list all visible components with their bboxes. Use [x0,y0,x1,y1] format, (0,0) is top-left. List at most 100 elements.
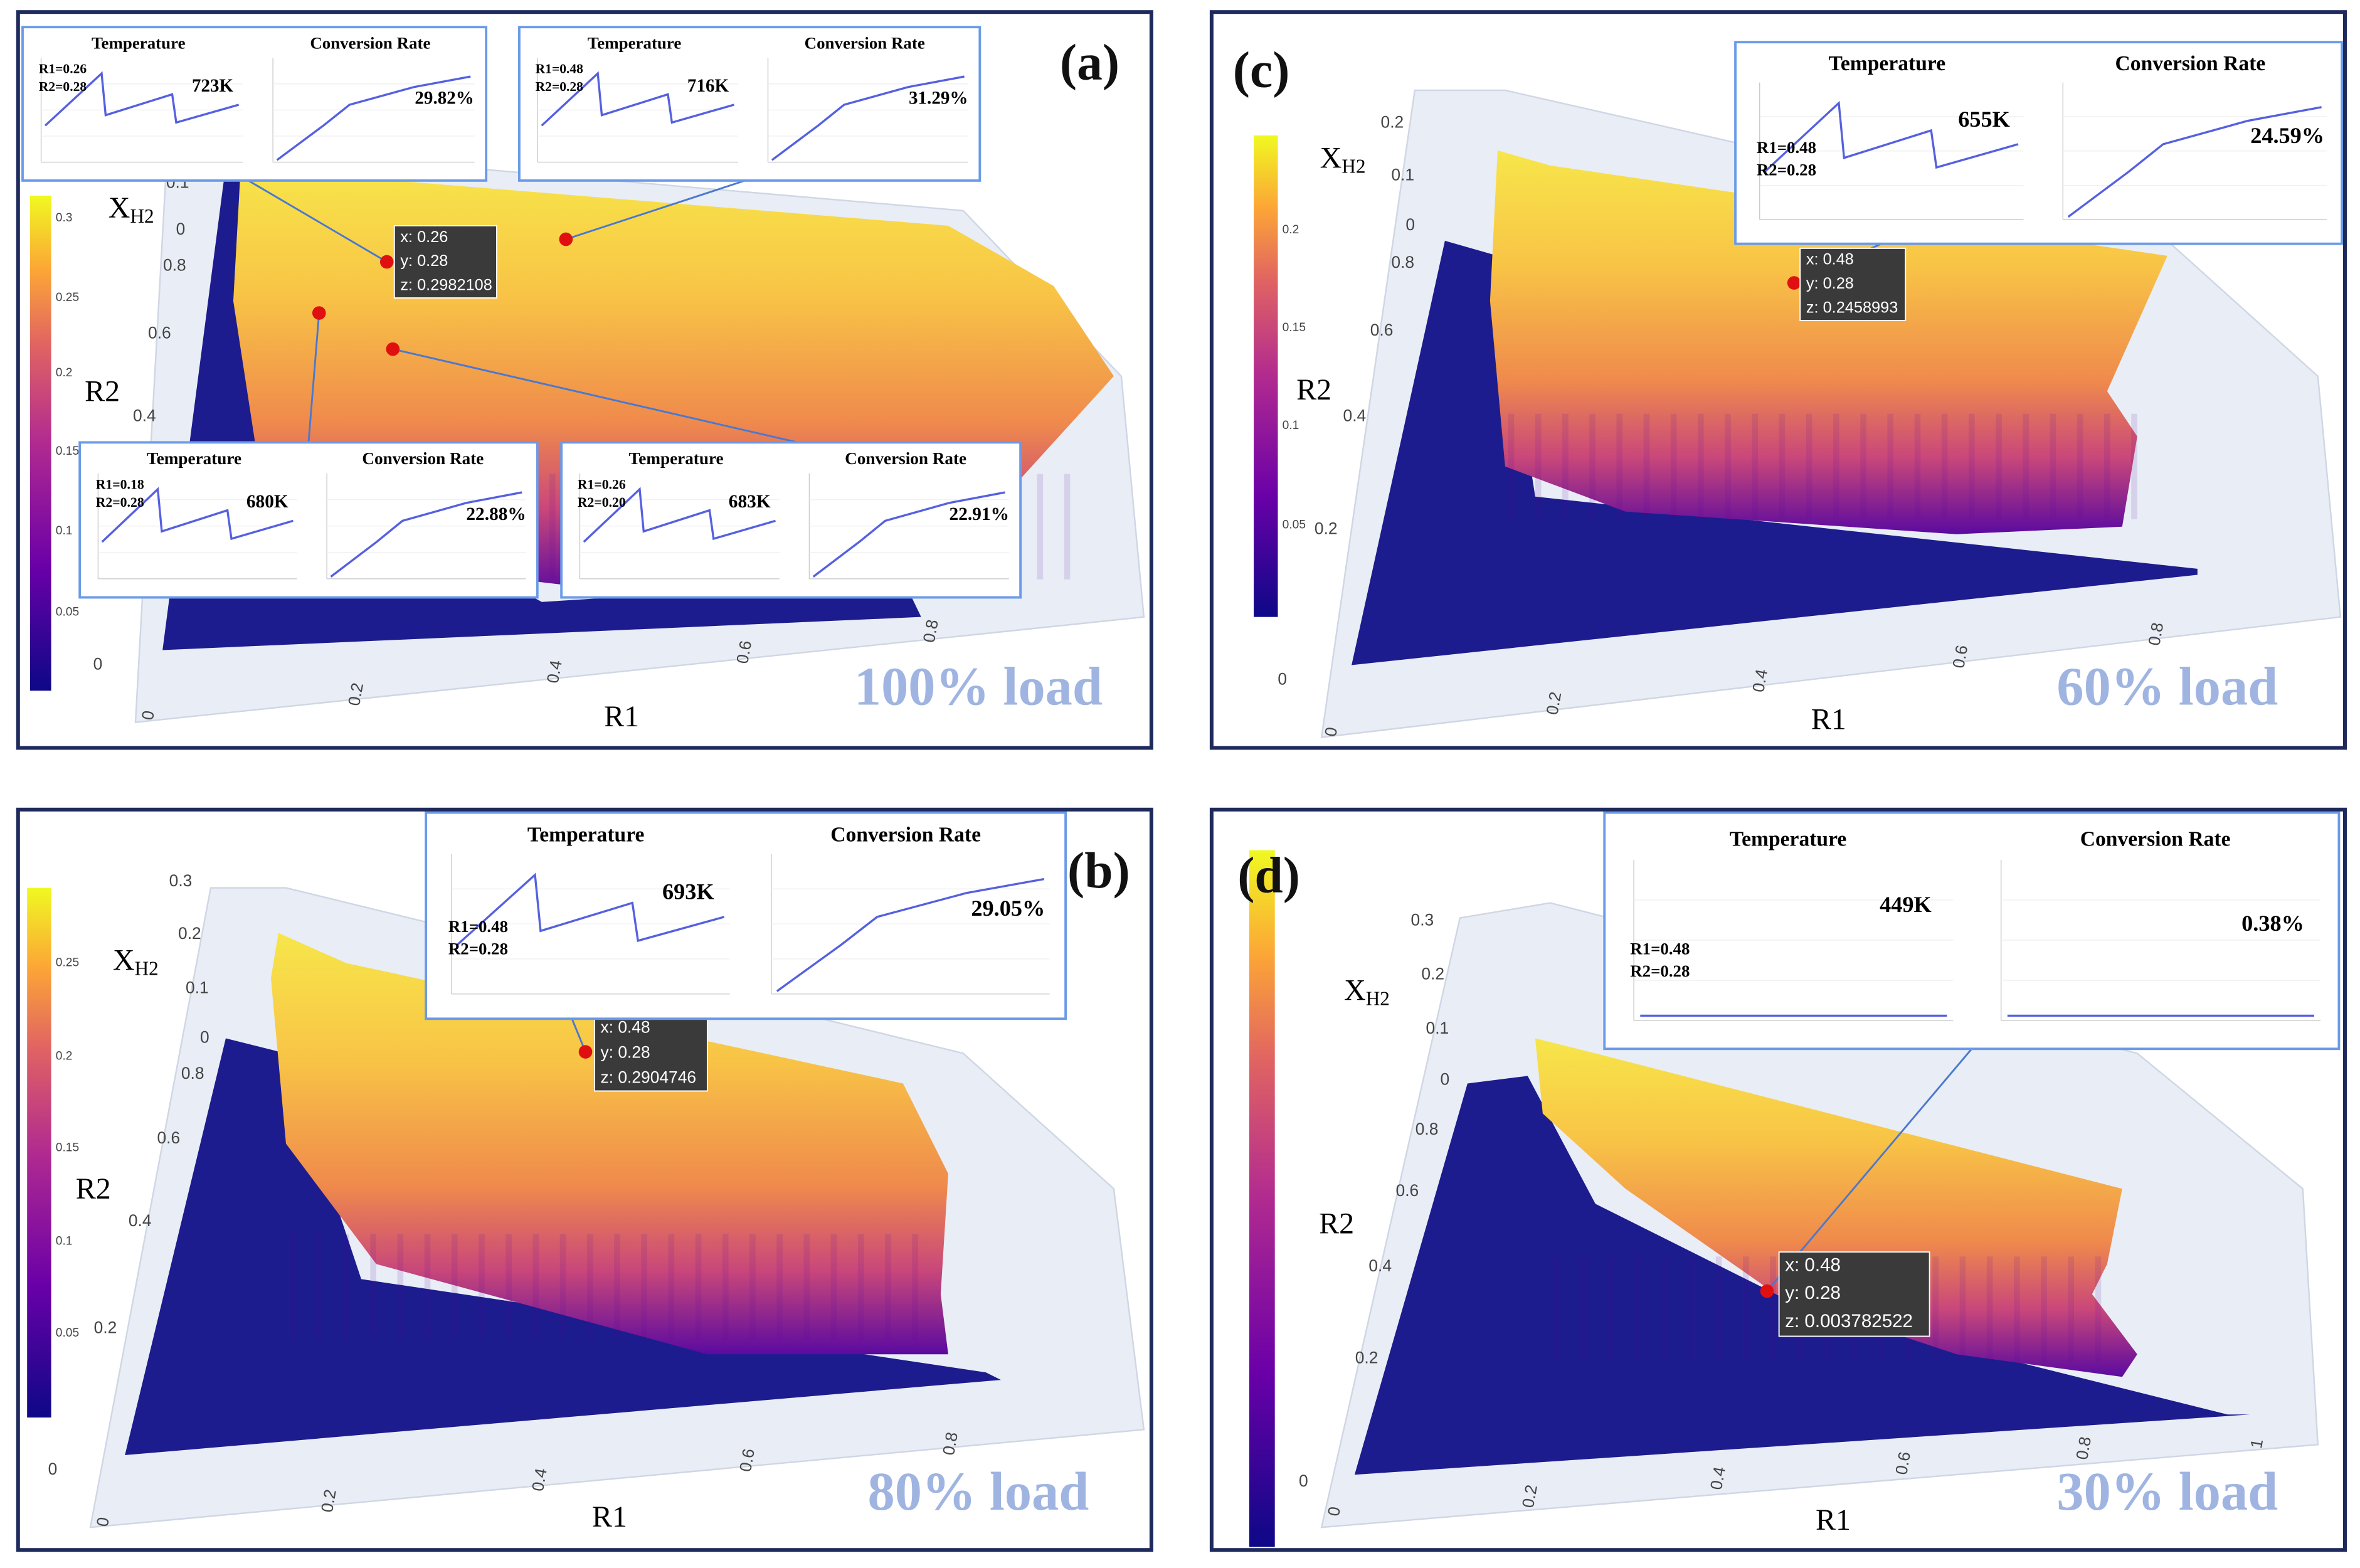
inset-curve [812,491,1005,578]
x-tick-label: 0.2 [344,681,367,707]
inset-curve [583,487,776,543]
z-axis-label-sub: H2 [135,958,159,980]
colorbar [27,887,51,1418]
y-tick-label: 0.8 [163,256,186,275]
inset-curve [2067,106,2322,218]
x-tick-label: 0 [1321,726,1341,738]
z-tick-label: 0.3 [1411,910,1434,929]
y-axis-label: R2 [85,375,120,408]
inset-param: R2=0.20 [578,495,626,510]
inset-connector [1766,1048,1972,1292]
inset-title: Temperature [147,449,241,468]
inset-param: R1=0.18 [96,477,144,492]
x-tick-label: 0.6 [733,639,755,665]
x-tick-label: 0.8 [2144,621,2167,647]
colorbar [29,195,51,691]
inset-value: 22.91% [950,504,1009,524]
inset-box [78,441,539,599]
inset-value: 24.59% [2250,123,2324,148]
y-tick-label: 0.2 [94,1318,117,1337]
panel-label: (d) [1237,846,1300,903]
inset-value: 29.82% [415,88,474,109]
inset-box [425,811,1067,1020]
inset-value: 723K [192,76,234,96]
hover-text: x: 0.26 [400,228,448,246]
colorbar-tick-label: 0.05 [1283,518,1306,531]
x-tick-label: 0 [138,709,158,722]
inset-param: R1=0.48 [1757,138,1816,157]
inset-value: 716K [687,76,729,96]
colorbar-tick-label: 0.2 [1283,223,1299,236]
inset-value: 22.88% [466,504,526,524]
inset-value: 0.38% [2241,911,2304,936]
y-tick-label: 0.8 [1391,253,1414,272]
y-tick-label: 0.2 [1315,519,1338,538]
x-axis-label: R1 [592,1500,627,1534]
hover-box [593,1015,708,1092]
panel-frame [1209,10,2347,750]
colorbar-tick-label: 0.15 [56,445,79,458]
z-tick-label: 0.2 [178,924,201,943]
inset-value: 693K [662,879,714,904]
inset-curve [541,71,734,127]
z-axis-label: XH2 [1320,142,1366,177]
x-tick-label: 0.6 [736,1447,758,1473]
inset-title: Temperature [1829,52,1946,75]
surface [1535,1038,2137,1377]
inset-curve [776,877,1045,992]
inset-title: Conversion Rate [310,33,430,52]
x-tick-label: 0.2 [1542,691,1565,716]
z-axis-label-sub: H2 [1366,988,1390,1010]
x-tick-label: 0.8 [939,1431,961,1456]
inset-title: Conversion Rate [2080,827,2231,850]
inset-value: 655K [1958,107,2010,132]
x-tick-label: 0.8 [2072,1435,2095,1461]
inset-connector [393,348,798,443]
colorbar-tick-label: 0.25 [56,956,79,970]
inset-param: R1=0.48 [448,917,508,936]
z-tick-label: 0.2 [1421,965,1444,983]
hover-box [1799,247,1907,321]
inset-param: R2=0.28 [1757,160,1816,179]
x-axis-label: R1 [1816,1503,1851,1537]
colorbar-tick-label: 0.05 [56,1327,79,1340]
z-tick-label: 0.1 [1391,166,1414,184]
colorbar-tick-label: 0.1 [56,1234,73,1248]
inset-title: Conversion Rate [805,33,925,52]
inset-curve [1764,100,2019,172]
inset-param: R2=0.28 [1630,961,1690,980]
y-tick-label: 0 [48,1459,58,1478]
inset-param: R2=0.28 [536,79,583,94]
colorbar-tick-label: 0.25 [56,291,79,304]
z-axis-label-main: X [108,191,130,225]
x-tick-label: 0 [93,1516,113,1528]
y-tick-label: 0.4 [1368,1256,1392,1275]
hover-text: z: 0.003782522 [1785,1311,1913,1332]
hover-text: y: 0.28 [1806,275,1854,292]
colorbar-tick-label: 0.3 [56,211,73,225]
inset-param: R1=0.26 [39,61,87,77]
hover-box [393,225,497,299]
panel-label: (a) [1060,34,1119,91]
y-tick-label: 0.4 [133,406,156,425]
z-tick-label: 0 [1405,215,1415,234]
inset-box [518,26,982,182]
x-tick-label: 0.6 [1949,644,1971,669]
x-tick-label: 0 [1324,1505,1344,1518]
z-axis-label-main: X [113,944,135,977]
x-tick-label: 0.8 [919,618,942,644]
hover-point [1760,1284,1774,1298]
inset-title: Conversion Rate [845,449,966,468]
z-tick-label: 0 [176,220,186,238]
z-tick-label: 0.3 [169,871,193,890]
surface-floor [1354,1076,2250,1475]
z-axis-label-main: X [1320,142,1342,175]
inset-curve [771,75,965,161]
y-tick-label: 0 [1278,669,1287,688]
inset-connector [565,179,746,240]
inset-param: R1=0.26 [578,477,626,492]
panel-label: (c) [1233,41,1290,98]
inset-title: Temperature [588,33,682,52]
hover-point [312,306,326,320]
